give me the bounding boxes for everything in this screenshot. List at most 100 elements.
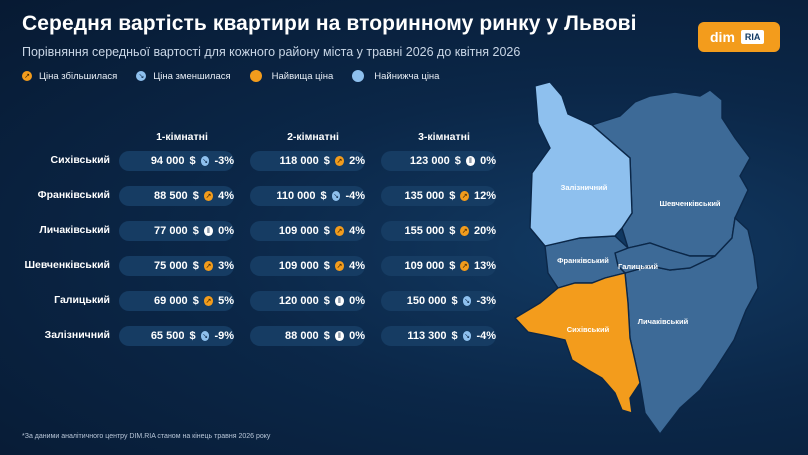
- percent-change: 4%: [218, 190, 234, 202]
- no-change-icon: ‖: [203, 226, 214, 236]
- column-header-1-room: 1-кімнатні: [156, 131, 208, 143]
- dim-ria-logo[interactable]: dim RIA: [698, 22, 780, 52]
- price-cell: 155 000 $ ↗ 20%: [381, 221, 496, 241]
- highest-swatch-icon: [249, 70, 262, 82]
- arrow-up-icon: ↗: [203, 261, 214, 271]
- logo-dim-text: dim: [710, 29, 735, 45]
- no-change-icon: ‖: [334, 296, 345, 306]
- lviv-districts-map: Залізничний Шевченківський Франківський …: [513, 81, 759, 436]
- price-value: 65 500: [150, 330, 185, 342]
- currency-symbol: $: [192, 295, 199, 307]
- percent-change: 13%: [473, 260, 496, 272]
- price-value: 109 000: [278, 260, 319, 272]
- legend-highest-label: Найвища ціна: [271, 70, 334, 82]
- price-cell: 109 000 $ ↗ 4%: [250, 221, 365, 241]
- page-title: Середня вартість квартири на вторинному …: [22, 12, 637, 35]
- footnote: *За даними аналітичного центру DIM.RIA с…: [22, 433, 271, 440]
- map-label-frankivskyi: Франківський: [557, 256, 609, 265]
- legend-item-up: ↗ Ціна збільшилася: [22, 71, 117, 82]
- price-cell: 69 000 $ ↗ 5%: [119, 291, 234, 311]
- legend-up-label: Ціна збільшилася: [39, 70, 118, 82]
- arrow-up-icon: ↗: [22, 71, 32, 81]
- currency-symbol: $: [451, 330, 458, 342]
- currency-symbol: $: [189, 330, 196, 342]
- currency-symbol: $: [320, 190, 327, 202]
- percent-change: 2%: [349, 155, 365, 167]
- district-label: Франківський: [37, 189, 110, 201]
- price-cell: 135 000 $ ↗ 12%: [381, 186, 496, 206]
- percent-change: 20%: [473, 225, 496, 237]
- logo-ria-text: RIA: [740, 30, 765, 44]
- map-label-halytskyi: Галицький: [618, 262, 658, 271]
- percent-change: 4%: [349, 225, 365, 237]
- legend-item-highest: Найвища ціна: [249, 70, 334, 82]
- percent-change: 0%: [480, 155, 496, 167]
- price-value: 88 000: [285, 330, 319, 342]
- legend: ↗ Ціна збільшилася ↘ Ціна зменшилася Най…: [22, 70, 458, 82]
- currency-symbol: $: [449, 260, 456, 272]
- map-label-sykhivskyi: Сихівський: [567, 325, 610, 334]
- arrow-up-icon: ↗: [334, 261, 345, 271]
- currency-symbol: $: [192, 190, 199, 202]
- district-label: Личаківський: [39, 224, 110, 236]
- currency-symbol: $: [449, 190, 456, 202]
- percent-change: -9%: [214, 330, 234, 342]
- percent-change: 3%: [218, 260, 234, 272]
- price-cell: 109 000 $ ↗ 13%: [381, 256, 496, 276]
- currency-symbol: $: [192, 225, 199, 237]
- percent-change: -4%: [476, 330, 496, 342]
- price-value: 69 000: [154, 295, 188, 307]
- price-cell: 88 500 $ ↗ 4%: [119, 186, 234, 206]
- price-value: 75 000: [154, 260, 188, 272]
- price-cell: 94 000 $ ↘ -3%: [119, 151, 234, 171]
- price-value: 77 000: [154, 225, 188, 237]
- map-district-zaliznychnyi[interactable]: [529, 81, 633, 247]
- price-value: 113 300: [407, 330, 447, 342]
- district-label: Шевченківський: [24, 259, 110, 271]
- page-subtitle: Порівняння середньої вартості для кожног…: [22, 45, 521, 59]
- arrow-up-icon: ↗: [203, 296, 214, 306]
- percent-change: 0%: [218, 225, 234, 237]
- arrow-down-icon: ↘: [136, 71, 147, 81]
- price-cell: 77 000 $ ‖ 0%: [119, 221, 234, 241]
- arrow-up-icon: ↗: [460, 191, 469, 201]
- percent-change: 4%: [349, 260, 365, 272]
- price-cell: 88 000 $ ‖ 0%: [250, 326, 365, 346]
- price-value: 109 000: [404, 260, 445, 272]
- legend-lowest-label: Найнижча ціна: [374, 70, 440, 82]
- currency-symbol: $: [323, 295, 330, 307]
- map-label-lychakivskyi: Личаківський: [638, 317, 689, 326]
- arrow-down-icon: ↘: [462, 331, 472, 341]
- no-change-icon: ‖: [334, 331, 345, 341]
- column-header-2-room: 2-кімнатні: [287, 131, 339, 143]
- currency-symbol: $: [192, 260, 199, 272]
- arrow-down-icon: ↘: [200, 331, 210, 341]
- map-district-sykhivskyi[interactable]: [513, 272, 641, 414]
- price-value: 94 000: [150, 155, 185, 167]
- price-cell: 65 500 $ ↘ -9%: [119, 326, 234, 346]
- legend-item-down: ↘ Ціна зменшилася: [136, 71, 231, 82]
- price-value: 135 000: [404, 190, 445, 202]
- currency-symbol: $: [189, 155, 196, 167]
- arrow-down-icon: ↘: [331, 191, 341, 201]
- map-label-shevchenkivskyi: Шевченківський: [659, 199, 720, 208]
- percent-change: 5%: [218, 295, 234, 307]
- percent-change: 0%: [349, 330, 365, 342]
- district-shapes: [513, 81, 759, 436]
- price-value: 120 000: [278, 295, 319, 307]
- price-value: 88 500: [154, 190, 188, 202]
- arrow-up-icon: ↗: [203, 191, 214, 201]
- map-label-zaliznychnyi: Залізничний: [561, 183, 608, 192]
- price-value: 110 000: [276, 190, 316, 202]
- price-cell: 75 000 $ ↗ 3%: [119, 256, 234, 276]
- arrow-down-icon: ↘: [200, 156, 210, 166]
- percent-change: -3%: [214, 155, 234, 167]
- price-cell: 150 000 $ ↘ -3%: [381, 291, 496, 311]
- currency-symbol: $: [449, 225, 456, 237]
- currency-symbol: $: [323, 330, 330, 342]
- percent-change: 0%: [349, 295, 365, 307]
- arrow-up-icon: ↗: [334, 226, 345, 236]
- price-cell: 118 000 $ ↗ 2%: [250, 151, 365, 171]
- currency-symbol: $: [323, 260, 330, 272]
- price-cell: 110 000 $ ↘ -4%: [250, 186, 365, 206]
